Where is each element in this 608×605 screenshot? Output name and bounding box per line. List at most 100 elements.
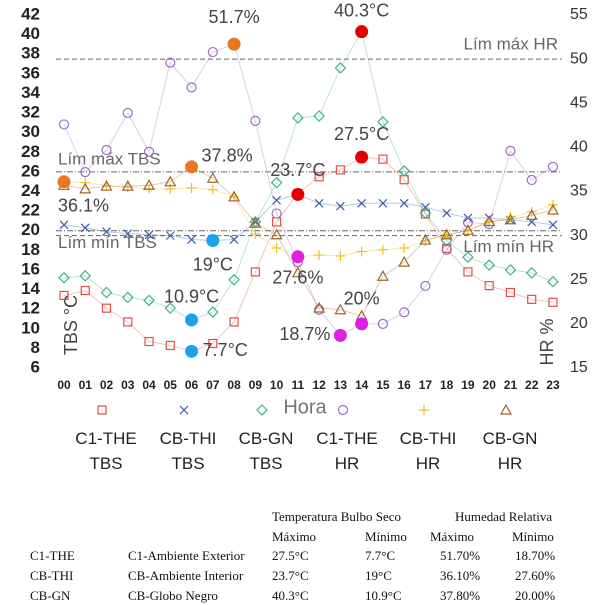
- annotation-dot: [355, 25, 369, 39]
- table-cell: 20.00%: [515, 588, 556, 603]
- data-point: [525, 209, 538, 220]
- y-tick-label: 14: [21, 279, 40, 298]
- y2-tick-label: 55: [570, 6, 588, 23]
- table-cell: C1-THE: [30, 548, 75, 563]
- x-tick-label: 22: [525, 378, 539, 392]
- data-point: [376, 269, 389, 281]
- data-point: [292, 112, 304, 124]
- data-point: [186, 182, 197, 193]
- y-tick-label: 38: [21, 44, 40, 63]
- annotation-label: 36.1%: [58, 196, 109, 216]
- data-point: [291, 266, 304, 278]
- x-tick-label: 03: [121, 378, 135, 392]
- series-line: [63, 193, 554, 242]
- data-point: [250, 115, 261, 127]
- annotation-dot: [333, 328, 347, 342]
- series-line: [63, 43, 554, 336]
- data-point: [187, 235, 196, 244]
- table-cell: 10.9°C: [365, 588, 402, 603]
- legend-marker: [179, 405, 189, 415]
- x-tick-label: 18: [440, 378, 454, 392]
- data-point: [59, 290, 69, 301]
- y-tick-label: 24: [21, 181, 40, 200]
- y2-tick-label: 25: [570, 271, 588, 288]
- data-point: [548, 220, 558, 230]
- legend-marker: [337, 404, 349, 416]
- data-point: [250, 228, 261, 239]
- data-point: [229, 235, 239, 244]
- data-point: [483, 215, 496, 227]
- reference-label: Lím máx HR: [464, 35, 558, 54]
- x-tick-label: 01: [79, 378, 93, 392]
- annotation-dot: [185, 160, 199, 174]
- x-tick-label: 12: [312, 378, 326, 392]
- annotation-label: 23.7°C: [270, 160, 325, 180]
- legend-label: CB-GN HR: [482, 429, 538, 473]
- data-point: [165, 57, 176, 68]
- data-point: [314, 250, 325, 261]
- legend-marker: [256, 404, 268, 416]
- x-tick-label: 10: [270, 378, 284, 392]
- annotation-dot: [206, 234, 220, 248]
- data-point: [399, 242, 410, 253]
- x-tick-label: 19: [461, 378, 475, 392]
- data-point: [270, 228, 283, 240]
- data-point: [271, 242, 282, 253]
- table-cell: 27.5°C: [272, 548, 309, 563]
- legend-label: CB-THI TBS: [159, 429, 217, 473]
- y-tick-label: 40: [21, 24, 40, 43]
- y2-tick-label: 30: [570, 227, 588, 244]
- annotation-label: 27.6%: [272, 268, 323, 288]
- table-cell: CB-Globo Negro: [128, 588, 218, 603]
- y-tick-label: 6: [31, 357, 40, 376]
- data-point: [228, 190, 241, 202]
- legend-marker: [419, 405, 429, 415]
- x-tick-label: 23: [546, 378, 560, 392]
- data-point: [335, 165, 345, 175]
- data-point: [547, 161, 559, 172]
- y-tick-label: 10: [21, 318, 40, 337]
- table-cell: 19°C: [365, 568, 392, 583]
- data-point: [313, 110, 325, 122]
- annotation-dot: [291, 250, 305, 264]
- legend-label: C1-THE TBS: [75, 429, 137, 473]
- x-tick-label: 07: [206, 378, 220, 392]
- data-point: [419, 207, 432, 219]
- data-point: [122, 107, 133, 119]
- data-point: [377, 244, 388, 255]
- data-point: [186, 82, 197, 93]
- annotation-dot: [185, 344, 199, 358]
- data-point: [314, 172, 324, 182]
- data-point: [58, 271, 70, 284]
- data-point: [419, 233, 432, 245]
- x-tick-label: 05: [164, 378, 178, 392]
- data-point: [314, 198, 324, 208]
- data-point: [378, 198, 388, 208]
- data-point: [505, 145, 516, 157]
- y-tick-label: 26: [21, 161, 40, 180]
- data-point: [313, 301, 326, 313]
- data-point: [101, 303, 112, 313]
- data-point: [80, 223, 90, 233]
- table-cell: C1-Ambiente Exterior: [128, 548, 245, 563]
- annotation-label: 40.3°C: [334, 0, 389, 20]
- data-point: [462, 251, 474, 264]
- y2-axis-label: HR %: [537, 318, 557, 365]
- annotation-dot: [355, 317, 369, 331]
- data-point: [547, 275, 559, 288]
- y-tick-label: 32: [21, 103, 40, 122]
- data-point: [207, 46, 218, 58]
- data-point: [378, 154, 388, 164]
- x-tick-label: 20: [483, 378, 497, 392]
- y2-tick-label: 20: [570, 315, 588, 332]
- x-tick-label: 21: [504, 378, 518, 392]
- x-tick-label: 04: [142, 378, 156, 392]
- data-point: [271, 208, 282, 219]
- y-tick-label: 42: [21, 4, 40, 23]
- data-point: [548, 297, 558, 307]
- data-point: [164, 302, 177, 315]
- data-point: [100, 286, 113, 299]
- data-point: [143, 294, 155, 307]
- legend-marker: [97, 405, 107, 415]
- data-point: [504, 213, 517, 225]
